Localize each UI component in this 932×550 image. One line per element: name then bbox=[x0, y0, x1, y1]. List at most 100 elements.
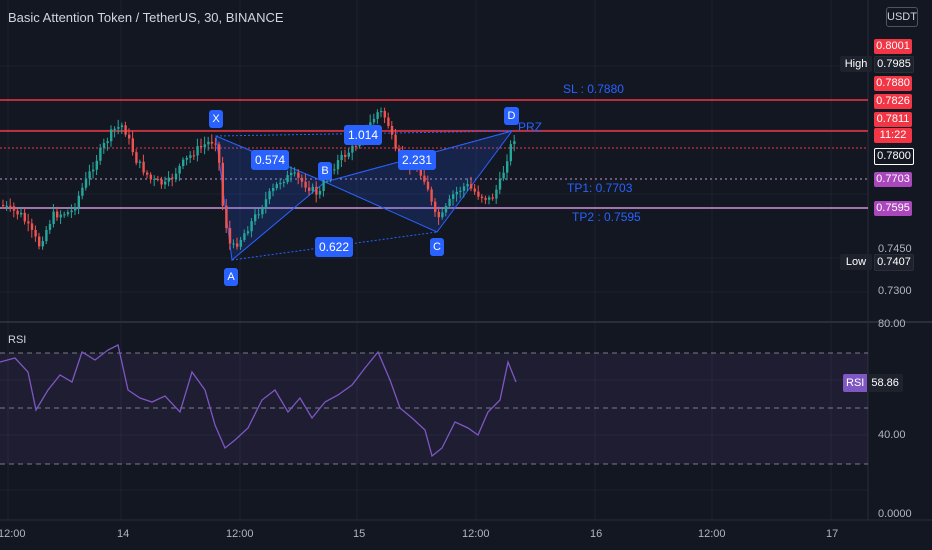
low-value-tag: 0.7407 bbox=[874, 254, 914, 271]
countdown-tag: 11:22 bbox=[874, 128, 912, 143]
candle-body bbox=[311, 186, 314, 191]
candle-body bbox=[344, 154, 347, 157]
candle-body bbox=[131, 138, 134, 153]
candle-body bbox=[88, 171, 91, 179]
time-axis-label: 15 bbox=[353, 528, 366, 540]
candle-body bbox=[459, 190, 462, 192]
candle-body bbox=[120, 125, 124, 128]
candle-body bbox=[167, 177, 170, 182]
candle-body bbox=[369, 122, 372, 128]
candle-body bbox=[203, 144, 206, 147]
candle-body bbox=[59, 214, 62, 218]
rsi-pane-title[interactable]: RSI bbox=[8, 334, 27, 346]
symbol-title[interactable]: Basic Attention Token / TetherUS, 30, BI… bbox=[8, 10, 284, 25]
pattern-point-b[interactable]: B bbox=[318, 162, 332, 180]
candle-body bbox=[257, 214, 260, 216]
candle-body bbox=[34, 229, 37, 237]
candle-body bbox=[452, 194, 455, 199]
candle-body bbox=[308, 187, 311, 191]
rsi-value-tag: RSI 58.86 bbox=[843, 374, 903, 392]
candle-body bbox=[480, 196, 484, 198]
candle-body bbox=[135, 152, 138, 163]
sl-annotation: SL : 0.7880 bbox=[563, 82, 624, 96]
candle-body bbox=[290, 172, 293, 176]
candle-body bbox=[189, 155, 192, 158]
candle-body bbox=[354, 145, 358, 147]
candle-body bbox=[232, 243, 235, 245]
rsi-line[interactable] bbox=[0, 344, 517, 458]
ratio-bd[interactable]: 2.231 bbox=[398, 150, 436, 170]
tp2-annotation: TP2 : 0.7595 bbox=[572, 210, 641, 224]
candle-body bbox=[376, 112, 379, 119]
candle-body bbox=[282, 182, 286, 184]
candle-body bbox=[149, 174, 152, 180]
rsi-tag-value: 58.86 bbox=[867, 374, 903, 392]
candle-body bbox=[56, 211, 59, 218]
ratio-xb[interactable]: 0.574 bbox=[251, 150, 289, 170]
candle-body bbox=[390, 125, 394, 135]
candle-body bbox=[70, 210, 73, 213]
candle-body bbox=[286, 175, 289, 183]
ratio-xd[interactable]: 1.014 bbox=[344, 125, 382, 145]
ratio-ac[interactable]: 0.622 bbox=[315, 237, 353, 257]
candle-body bbox=[146, 172, 149, 175]
candle-body bbox=[239, 239, 242, 247]
candle-body bbox=[347, 152, 350, 157]
candle-body bbox=[423, 175, 426, 182]
candle-body bbox=[207, 141, 210, 145]
tp1-price-tag: 0.7703 bbox=[874, 172, 912, 187]
candle-body bbox=[27, 221, 30, 224]
candle-body bbox=[491, 197, 494, 199]
high-value-tag: 0.7985 bbox=[874, 56, 914, 73]
candle-body bbox=[153, 178, 156, 180]
candle-body bbox=[156, 178, 160, 180]
candle-body bbox=[498, 178, 502, 190]
candle-body bbox=[41, 241, 44, 247]
candle-body bbox=[304, 181, 307, 188]
candle-body bbox=[66, 212, 70, 215]
candle-body bbox=[106, 141, 109, 144]
time-axis-label: 12:00 bbox=[0, 528, 26, 540]
candle-body bbox=[394, 134, 397, 149]
candle-body bbox=[214, 143, 217, 145]
time-axis-label: 12:00 bbox=[226, 528, 254, 540]
candle-body bbox=[221, 162, 224, 206]
rsi-tag-label: RSI bbox=[843, 374, 868, 392]
candle-body bbox=[322, 179, 325, 191]
price-tag-0-8001: 0.8001 bbox=[874, 39, 912, 54]
pattern-point-d[interactable]: D bbox=[504, 107, 519, 125]
candle-body bbox=[387, 117, 390, 126]
candle-body bbox=[102, 143, 106, 148]
pattern-point-c[interactable]: C bbox=[430, 238, 444, 256]
candle-body bbox=[138, 161, 142, 163]
currency-button[interactable]: USDT bbox=[886, 7, 918, 27]
candle-body bbox=[318, 190, 322, 195]
candle-body bbox=[5, 205, 8, 207]
candle-body bbox=[23, 212, 26, 222]
prz-label: PRZ bbox=[518, 120, 542, 134]
candle-body bbox=[160, 179, 163, 185]
candle-body bbox=[182, 159, 185, 167]
candle-body bbox=[250, 221, 253, 232]
candle-body bbox=[16, 210, 19, 215]
candle-body bbox=[380, 110, 383, 113]
pattern-point-x[interactable]: X bbox=[209, 110, 223, 128]
candle-body bbox=[142, 161, 145, 173]
price-axis-label: 0.7450 bbox=[878, 243, 912, 255]
candle-body bbox=[502, 172, 505, 179]
low-label: Low bbox=[840, 254, 872, 270]
candle-body bbox=[228, 228, 232, 244]
candle-body bbox=[81, 187, 84, 196]
candle-body bbox=[12, 206, 16, 211]
pattern-point-a[interactable]: A bbox=[224, 268, 238, 286]
candle-body bbox=[275, 184, 278, 189]
candle-body bbox=[351, 145, 354, 153]
candle-body bbox=[513, 141, 516, 145]
candle-body bbox=[383, 110, 386, 118]
current-price-tag: 0.7800 bbox=[874, 148, 914, 165]
candle-body bbox=[336, 160, 340, 170]
candle-body bbox=[48, 224, 52, 230]
candle-body bbox=[470, 184, 473, 189]
high-label: High bbox=[840, 56, 872, 72]
